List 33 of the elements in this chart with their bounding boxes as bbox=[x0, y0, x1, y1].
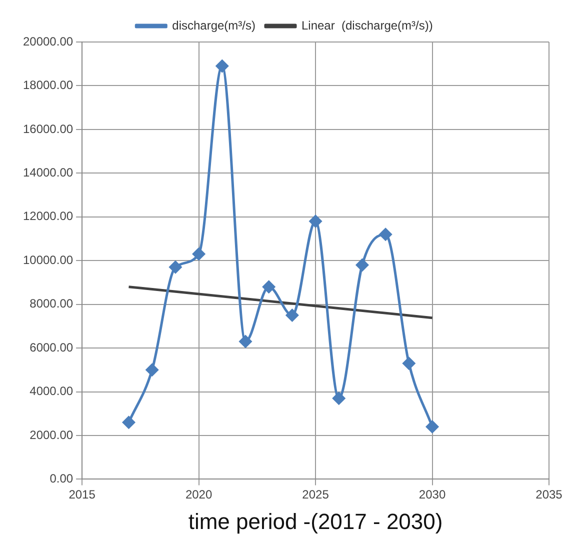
point bbox=[379, 228, 392, 241]
y-tick-label: 18000.00 bbox=[22, 78, 74, 92]
y-tick-label: 14000.00 bbox=[22, 165, 74, 180]
y-tick-label: 8000.00 bbox=[30, 296, 74, 311]
point bbox=[169, 260, 182, 274]
y-tick-label: 6000.00 bbox=[30, 340, 74, 354]
point bbox=[239, 335, 252, 348]
y-tick-label: 2000.00 bbox=[30, 428, 74, 442]
point bbox=[356, 258, 368, 272]
x-axis-title: time period -(2017 - 2030) bbox=[188, 508, 443, 534]
x-tick-label: 2030 bbox=[418, 488, 446, 502]
y-tick-label: 0.00 bbox=[50, 472, 74, 486]
y-tick-label: 12000.00 bbox=[22, 209, 74, 224]
x-tick-label: 2015 bbox=[68, 488, 96, 502]
point bbox=[286, 309, 298, 322]
point bbox=[309, 215, 322, 228]
y-tick-label: 4000.00 bbox=[30, 384, 74, 398]
legend-label: discharge(m³/s) bbox=[172, 18, 256, 32]
point bbox=[146, 364, 158, 376]
legend-label: Linear (discharge(m³/s)) bbox=[301, 18, 433, 32]
y-tick-label: 16000.00 bbox=[22, 122, 74, 136]
point bbox=[122, 416, 135, 429]
point bbox=[216, 60, 228, 72]
point bbox=[192, 248, 206, 260]
y-tick-label: 20000.00 bbox=[22, 34, 74, 48]
x-tick-label: 2035 bbox=[536, 488, 563, 502]
y-tick-label: 10000.00 bbox=[22, 252, 74, 267]
x-tick-label: 2025 bbox=[302, 488, 330, 502]
point bbox=[402, 357, 416, 370]
point bbox=[426, 420, 439, 433]
x-tick-label: 2020 bbox=[185, 488, 212, 502]
point bbox=[332, 392, 346, 405]
point bbox=[262, 280, 276, 294]
